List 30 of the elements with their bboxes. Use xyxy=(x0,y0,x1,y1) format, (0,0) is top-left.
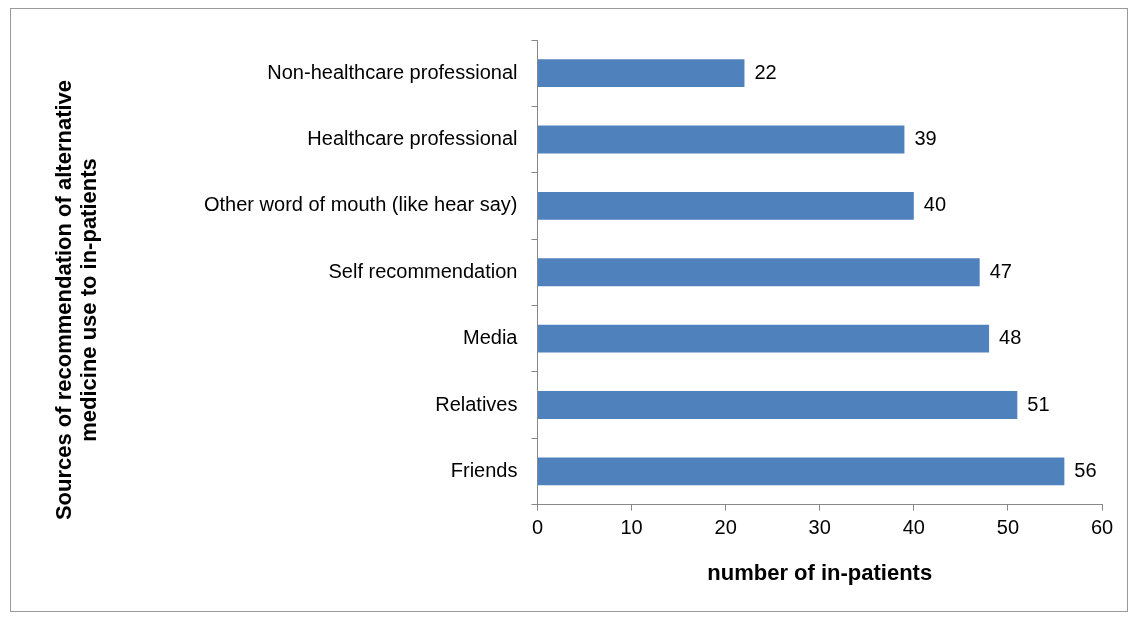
y-tick-label: Self recommendation xyxy=(328,259,518,282)
data-label: 48 xyxy=(999,326,1022,349)
x-tick-label: 20 xyxy=(714,516,737,539)
y-tick-label: Relatives xyxy=(435,392,518,415)
data-label: 39 xyxy=(914,127,937,150)
x-tick-label: 30 xyxy=(808,516,831,539)
x-axis-title: number of in-patients xyxy=(707,559,933,585)
bar xyxy=(537,391,1018,419)
y-tick-label: Media xyxy=(462,326,519,349)
y-tick-label: Friends xyxy=(450,458,518,481)
bar xyxy=(537,191,914,220)
x-tick-label: 50 xyxy=(996,516,1020,539)
x-tick-label: 40 xyxy=(902,516,925,539)
bar xyxy=(537,258,980,287)
data-label: 47 xyxy=(989,259,1012,282)
y-axis-title: Sources of recommendation of alternative medicine use to in-patients xyxy=(51,78,101,523)
data-label: 56 xyxy=(1074,458,1097,481)
x-tick-label: 10 xyxy=(620,516,643,539)
y-tick-label: Healthcare professional xyxy=(307,127,518,150)
data-label: 51 xyxy=(1027,392,1050,415)
data-label: 40 xyxy=(923,193,947,216)
bar xyxy=(537,125,905,154)
x-tick-label: 60 xyxy=(1090,516,1114,539)
y-tick-label: Other word of mouth (like hear say) xyxy=(203,193,518,216)
bar xyxy=(537,59,745,88)
data-label: 22 xyxy=(754,60,777,83)
x-tick-label: 0 xyxy=(531,516,544,539)
bar xyxy=(537,457,1065,486)
y-tick-label: Non-healthcare professional xyxy=(267,60,518,83)
bar xyxy=(537,324,990,353)
